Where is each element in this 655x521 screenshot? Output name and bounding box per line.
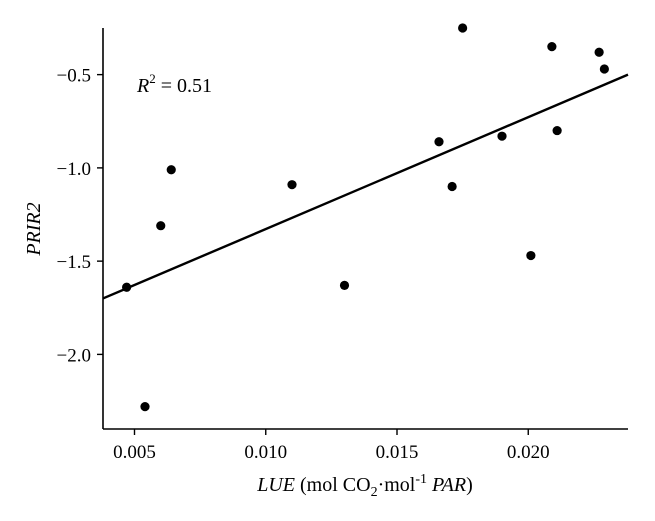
data-point <box>526 250 536 261</box>
data-point <box>140 402 150 412</box>
x-tick-label: 0.020 <box>507 442 550 463</box>
regression-line-group <box>102 73 629 300</box>
axes <box>102 28 628 430</box>
y-tick-label: −1.0 <box>57 159 91 180</box>
data-point <box>166 165 176 175</box>
data-point <box>156 221 166 231</box>
data-point <box>497 131 507 141</box>
x-axis-label: LUE (mol CO2·mol-1 PAR) <box>256 472 473 500</box>
y-tick-label: −0.5 <box>57 66 91 87</box>
data-point <box>339 280 350 290</box>
x-tick-label: 0.010 <box>244 442 287 463</box>
data-point <box>122 282 132 292</box>
regression-line <box>102 73 629 300</box>
data-point <box>287 180 297 190</box>
y-axis-label: PRIR2 <box>23 202 45 256</box>
y-tick-label: −1.5 <box>57 252 91 273</box>
r-squared-annotation: R2 = 0.51 <box>136 71 212 97</box>
data-point <box>594 47 604 57</box>
x-tick-label: 0.005 <box>113 442 156 463</box>
ticks: 0.005 0.010 0.015 0.020 −0.5 −1.0 −1.5 −2.0 <box>57 66 550 463</box>
data-point <box>434 137 444 147</box>
x-tick-label: 0.015 <box>376 442 419 463</box>
data-points <box>122 23 609 412</box>
data-point <box>552 125 562 136</box>
y-tick-label: −2.0 <box>57 345 91 366</box>
data-point <box>458 23 468 33</box>
data-point <box>447 181 457 192</box>
data-point <box>547 42 557 52</box>
data-point <box>599 64 609 74</box>
